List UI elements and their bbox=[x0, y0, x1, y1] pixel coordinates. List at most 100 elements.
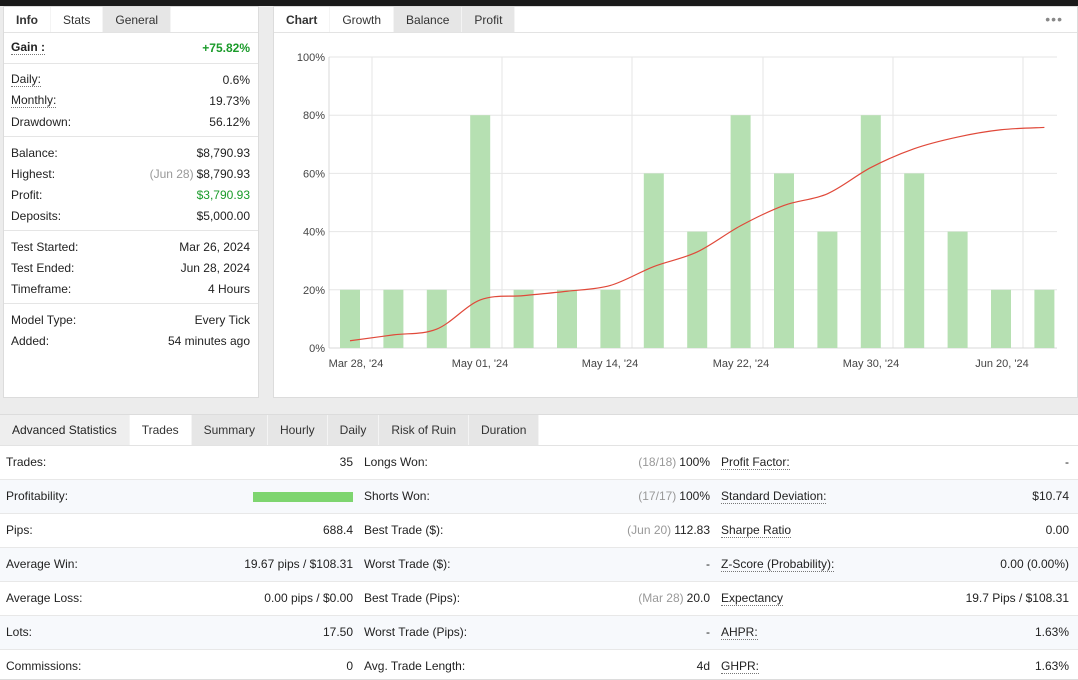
stat-row-drawdown: Drawdown: 56.12% bbox=[4, 111, 258, 132]
more-options-icon[interactable]: ••• bbox=[1045, 11, 1063, 27]
stat-label[interactable]: Monthly: bbox=[11, 92, 57, 108]
stat-value: 17.50 bbox=[322, 625, 353, 639]
stat-value: 1.63% bbox=[1034, 625, 1069, 639]
bar bbox=[730, 115, 751, 348]
stat-value: 1.63% bbox=[1034, 659, 1069, 673]
stat-label-longs-won: Longs Won: bbox=[364, 455, 428, 469]
growth-chart: 0% 20% 40% 60% 80% 100% Mar 28, '24 May 01, '24… bbox=[297, 52, 1057, 370]
stat-label: Test Started: bbox=[11, 239, 79, 254]
stat-label: Model Type: bbox=[11, 312, 77, 327]
stats-row: Trades: 35 Longs Won: (18/18) 100% Profit Fac… bbox=[0, 446, 1078, 480]
tab-duration[interactable]: Duration bbox=[469, 415, 540, 445]
stat-label: Balance: bbox=[11, 145, 58, 160]
tab-daily[interactable]: Daily bbox=[327, 415, 380, 445]
x-tick-label: May 30, '24 bbox=[843, 358, 900, 370]
stats-group-test: Test Started: Mar 26, 2024 Test Ended: Jun … bbox=[4, 236, 258, 299]
bar bbox=[470, 115, 491, 348]
stat-row-timeframe: Timeframe: 4 Hours bbox=[4, 278, 258, 299]
stat-value: (Jun 28) $8,790.93 bbox=[149, 166, 250, 181]
tab-summary[interactable]: Summary bbox=[191, 415, 268, 445]
stat-value: 19.67 pips / $108.31 bbox=[244, 557, 353, 571]
y-tick-label: 80% bbox=[303, 110, 325, 122]
stat-row-test-started: Test Started: Mar 26, 2024 bbox=[4, 236, 258, 257]
stats-row: Pips: 688.4 Best Trade ($): (Jun 20) 112.83 S… bbox=[0, 514, 1078, 548]
tab-general[interactable]: General bbox=[103, 7, 172, 32]
gain-label[interactable]: Gain : bbox=[11, 40, 46, 55]
stat-label-pips: Pips: bbox=[6, 523, 33, 537]
bar bbox=[557, 289, 577, 348]
tab-hourly[interactable]: Hourly bbox=[267, 415, 328, 445]
stat-label-commissions: Commissions: bbox=[6, 659, 82, 673]
stat-value: Jun 28, 2024 bbox=[180, 260, 250, 275]
stat-value: Every Tick bbox=[194, 312, 250, 327]
tab-trades[interactable]: Trades bbox=[129, 415, 192, 445]
stat-label-profitability: Profitability: bbox=[6, 489, 69, 503]
chart-tabs: Chart Growth Balance Profit bbox=[274, 7, 1077, 33]
stat-label: Timeframe: bbox=[11, 281, 72, 296]
stats-row: Average Win: 19.67 pips / $108.31 Worst Tr… bbox=[0, 548, 1078, 582]
stat-value: (17/17) 100% bbox=[638, 489, 710, 503]
stat-label-sharpe-ratio[interactable]: Sharpe Ratio bbox=[721, 523, 792, 538]
x-tick-label: May 22, '24 bbox=[713, 358, 770, 370]
bar bbox=[947, 231, 968, 348]
bar bbox=[340, 289, 360, 348]
stats-group-model: Model Type: Every Tick Added: 54 minutes ag… bbox=[4, 309, 258, 351]
stat-label: Deposits: bbox=[11, 208, 62, 223]
stat-value: - bbox=[706, 625, 710, 639]
tab-balance[interactable]: Balance bbox=[394, 7, 463, 32]
stat-value: - bbox=[706, 557, 710, 571]
stat-label-ahpr[interactable]: AHPR: bbox=[721, 625, 758, 640]
x-tick-label: Mar 28, '24 bbox=[329, 358, 384, 370]
stats-panel: Info Stats General Gain : +75.82% Daily: 0.… bbox=[3, 6, 259, 398]
bar bbox=[817, 231, 838, 348]
stats-row: Profitability: Shorts Won: (17/17) 100% Stan… bbox=[0, 480, 1078, 514]
bar bbox=[774, 173, 794, 348]
stat-value: $8,790.93 bbox=[196, 145, 250, 160]
bar bbox=[426, 289, 447, 348]
advanced-tabs: Advanced Statistics Trades Summary Hourly Da… bbox=[0, 415, 1078, 446]
stat-label-ghpr[interactable]: GHPR: bbox=[721, 659, 760, 674]
stat-label-profit-factor[interactable]: Profit Factor: bbox=[721, 455, 790, 470]
stat-label-z-score-probability[interactable]: Z-Score (Probability): bbox=[721, 557, 835, 572]
y-tick-label: 20% bbox=[303, 285, 325, 297]
stat-label-standard-deviation[interactable]: Standard Deviation: bbox=[721, 489, 827, 504]
stat-label-worst-trade-pips: Worst Trade (Pips): bbox=[364, 625, 468, 639]
bar bbox=[860, 115, 881, 348]
stat-label: Profit: bbox=[11, 187, 43, 202]
stat-row-model-type: Model Type: Every Tick bbox=[4, 309, 258, 330]
tab-risk-of-ruin[interactable]: Risk of Ruin bbox=[379, 415, 470, 445]
stat-row-monthly: Monthly: 19.73% bbox=[4, 90, 258, 111]
stat-value: (18/18) 100% bbox=[638, 455, 710, 469]
bar bbox=[643, 173, 664, 348]
stat-label[interactable]: Daily: bbox=[11, 71, 42, 87]
stats-row: Commissions: 0 Avg. Trade Length: 4d GHPR: 1.… bbox=[0, 650, 1078, 680]
stat-note: (Jun 20) bbox=[627, 523, 672, 537]
bar bbox=[513, 289, 534, 348]
stat-label-best-trade-pips: Best Trade (Pips): bbox=[364, 591, 461, 605]
stat-value: 4d bbox=[696, 659, 710, 673]
stat-label-average-loss: Average Loss: bbox=[6, 591, 83, 605]
stat-note: (17/17) bbox=[638, 489, 677, 503]
stat-label-expectancy[interactable]: Expectancy bbox=[721, 591, 784, 606]
stat-row-profit: Profit: $3,790.93 bbox=[4, 184, 258, 205]
stat-row-added: Added: 54 minutes ago bbox=[4, 330, 258, 351]
stats-group-returns: Daily: 0.6% Monthly: 19.73% Drawdown: 56.12% bbox=[4, 69, 258, 132]
top-bar bbox=[0, 0, 1078, 6]
tab-advanced-statistics: Advanced Statistics bbox=[0, 415, 130, 445]
stats-row: Average Loss: 0.00 pips / $0.00 Best Trade… bbox=[0, 582, 1078, 616]
stat-label: Drawdown: bbox=[11, 114, 72, 129]
stats-row: Lots: 17.50 Worst Trade (Pips): - AHPR: 1.63% bbox=[0, 616, 1078, 650]
tab-growth[interactable]: Growth bbox=[330, 7, 395, 32]
divider bbox=[4, 303, 258, 304]
tab-profit[interactable]: Profit bbox=[462, 7, 516, 32]
divider bbox=[4, 136, 258, 137]
y-tick-label: 40% bbox=[303, 227, 325, 239]
stat-value: 35 bbox=[339, 455, 353, 469]
advanced-statistics-panel: Advanced Statistics Trades Summary Hourly Da… bbox=[0, 414, 1078, 680]
bar bbox=[600, 289, 621, 348]
stat-row-test-ended: Test Ended: Jun 28, 2024 bbox=[4, 257, 258, 278]
stat-label-best-trade: Best Trade ($): bbox=[364, 523, 444, 537]
tab-stats[interactable]: Stats bbox=[51, 7, 104, 32]
stat-value: 4 Hours bbox=[207, 281, 250, 296]
stat-label: Added: bbox=[11, 333, 50, 348]
